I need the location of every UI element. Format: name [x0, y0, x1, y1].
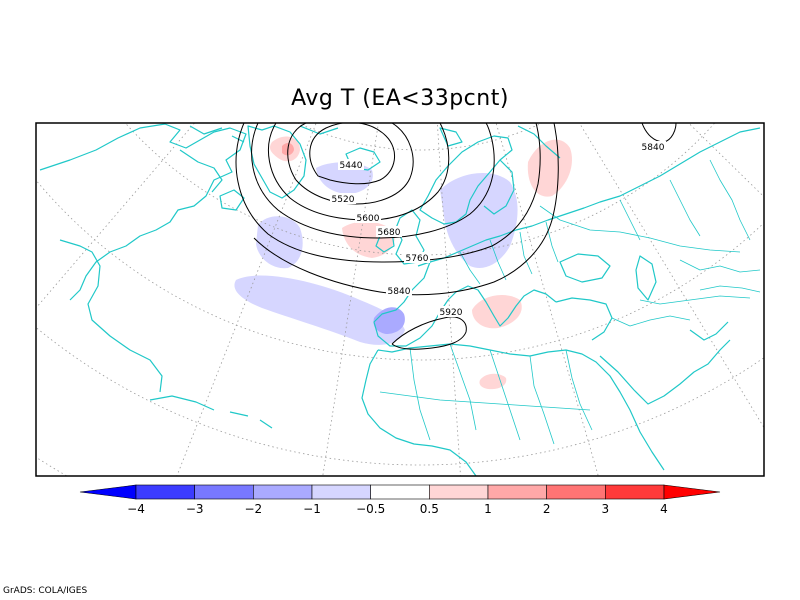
anomaly-region-iceland	[316, 162, 373, 194]
border-africa-2	[379, 349, 593, 445]
contour-label-5840-east: 5840	[640, 141, 666, 153]
coastlines	[39, 123, 761, 476]
border-asia	[619, 159, 751, 241]
coast-africa	[377, 343, 665, 471]
contour-5920	[391, 316, 467, 350]
coast-us-east	[59, 239, 163, 393]
svg-text:5520: 5520	[332, 195, 355, 205]
contour-label-5440: 5440	[338, 159, 364, 171]
colorbar-bin	[194, 484, 254, 500]
coast-finland	[483, 159, 515, 215]
contour-label-5680: 5680	[376, 226, 402, 238]
coast-italy-balkans	[455, 285, 557, 327]
border-africa-1	[409, 343, 521, 441]
contour-5840	[253, 123, 559, 296]
coast-svalbard	[439, 125, 561, 159]
anomaly-region-north-europe	[440, 172, 518, 268]
contour-5680	[251, 123, 495, 239]
contour-labels: 5440 5520 5600 5680 5760 5840	[330, 141, 666, 318]
contour-label-5760: 5760	[404, 252, 430, 264]
anomaly-region-west-atlantic	[256, 216, 303, 269]
coast-north-america	[39, 123, 247, 301]
colorbar-arrow-right	[663, 484, 721, 500]
contour-label-5600: 5600	[355, 212, 381, 224]
coast-arctic-islands	[189, 125, 339, 143]
svg-text:5840: 5840	[642, 143, 665, 153]
coast-arabia	[599, 339, 731, 405]
svg-text:5680: 5680	[378, 228, 401, 238]
border-europe-1	[459, 221, 559, 285]
contour-5840-east	[641, 123, 677, 143]
colorbar-tick-label: −3	[186, 502, 204, 516]
colorbar-bin	[605, 484, 665, 500]
svg-text:5840: 5840	[388, 287, 411, 297]
coast-europe	[417, 127, 761, 267]
colorbar: −4 −3 −2 −1 −0.5 0.5 1 2 3 4	[79, 484, 721, 516]
colorbar-bin	[253, 484, 313, 500]
anomaly-region-mediterranean	[472, 295, 522, 329]
contour-label-5520: 5520	[330, 193, 356, 205]
contour-5440	[309, 123, 395, 185]
contour-label-5840: 5840	[386, 285, 412, 297]
svg-text:5760: 5760	[406, 254, 429, 264]
border-middle-east	[611, 295, 751, 327]
contour-5520	[287, 123, 414, 205]
colorbar-bin	[370, 484, 430, 500]
colorbar-tick-label: −1	[303, 502, 321, 516]
map-title: Avg T (EA<33pcnt)	[291, 86, 509, 111]
coast-caspian	[635, 255, 657, 301]
anomaly-region-barents	[527, 139, 572, 197]
coast-scandinavia	[419, 135, 513, 225]
svg-text:5600: 5600	[357, 214, 380, 224]
colorbar-tick-label: 3	[602, 502, 610, 516]
colorbar-bin	[311, 484, 371, 500]
coast-newfoundland	[219, 189, 245, 211]
colorbar-tick-label: −4	[127, 502, 145, 516]
anomaly-shading	[234, 136, 572, 390]
colorbar-bin	[546, 484, 606, 500]
coast-greenland	[247, 125, 307, 199]
colorbar-bin	[487, 484, 547, 500]
colorbar-tick-label: 4	[660, 502, 668, 516]
colorbar-bin	[429, 484, 489, 500]
coast-black-sea	[559, 253, 611, 283]
coast-labrador	[179, 149, 223, 193]
credit-text: GrADS: COLA/IGES	[3, 586, 88, 596]
colorbar-tick-label: 1	[484, 502, 492, 516]
anomaly-region-atlantic-band	[234, 275, 405, 345]
svg-text:5440: 5440	[340, 161, 363, 171]
colorbar-bin	[135, 484, 195, 500]
colorbar-tick-label: −2	[244, 502, 262, 516]
plot-frame	[35, 122, 765, 477]
colorbar-tick-label: −0.5	[356, 502, 385, 516]
border-asia-east	[679, 259, 761, 293]
border-russia	[539, 205, 741, 253]
colorbar-tick-label: 2	[543, 502, 551, 516]
contour-label-5920: 5920	[438, 306, 464, 318]
coast-caribbean	[149, 395, 273, 429]
svg-text:5920: 5920	[440, 308, 463, 318]
coast-turkey-levant	[555, 297, 613, 341]
coast-gulf	[689, 321, 729, 341]
colorbar-tick-label: 0.5	[420, 502, 439, 516]
coast-west-africa	[361, 349, 477, 476]
colorbar-arrow-left	[79, 484, 137, 500]
